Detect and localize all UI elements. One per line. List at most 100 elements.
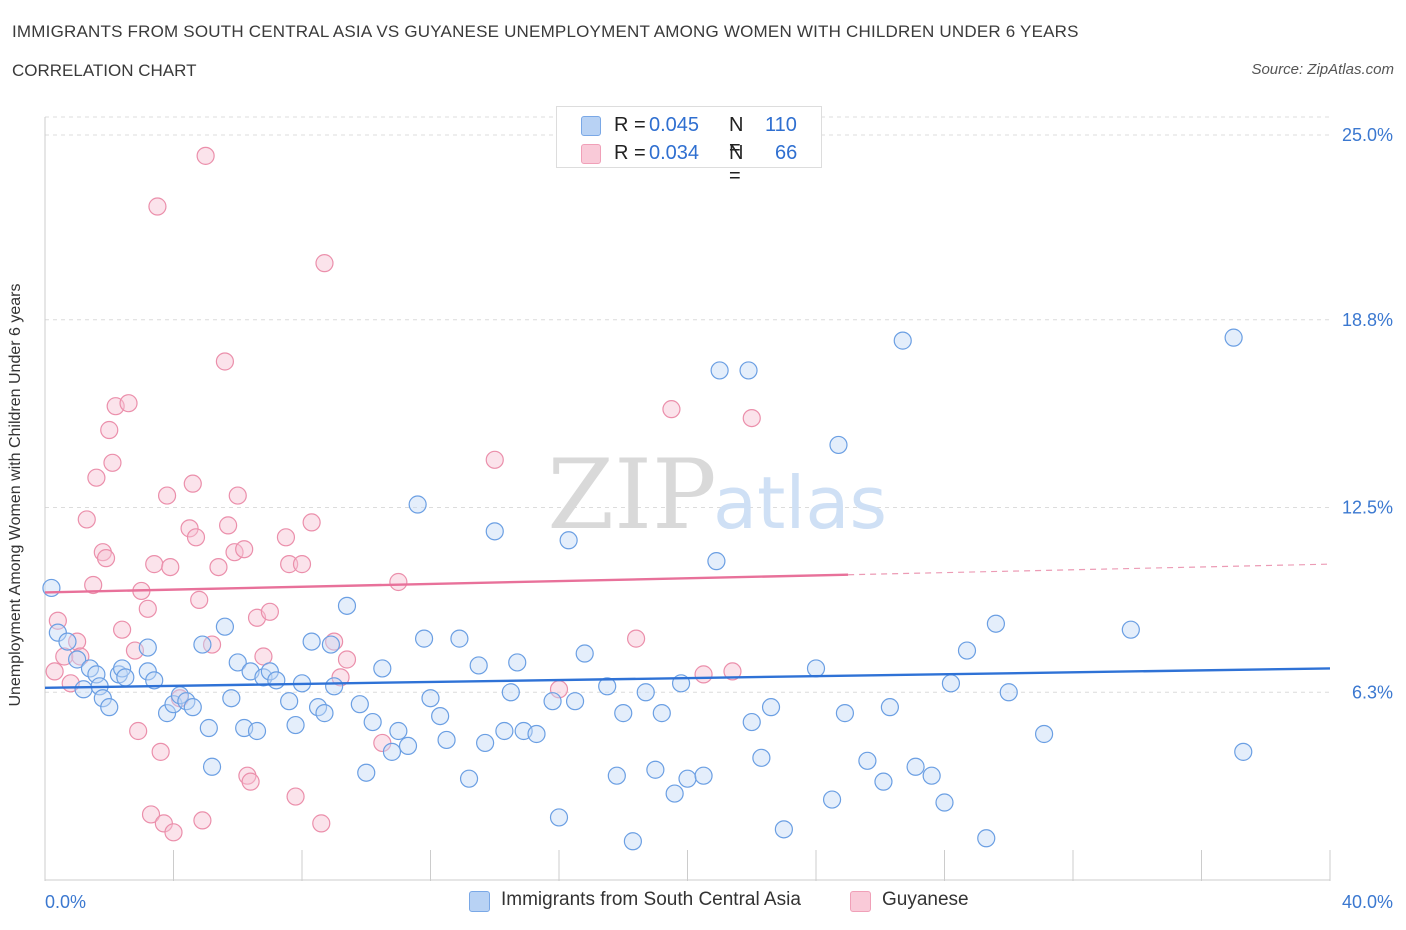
data-point bbox=[662, 400, 681, 419]
y-tick-label: 25.0% bbox=[1342, 125, 1393, 145]
data-point bbox=[450, 629, 469, 648]
data-point bbox=[543, 692, 562, 711]
data-point bbox=[1224, 328, 1243, 347]
data-point bbox=[325, 632, 344, 651]
trend-lines bbox=[44, 563, 1331, 689]
data-point bbox=[469, 656, 488, 675]
data-point bbox=[437, 730, 456, 750]
data-point bbox=[941, 674, 961, 693]
data-point bbox=[363, 712, 382, 732]
data-point bbox=[806, 659, 826, 678]
data-point bbox=[103, 453, 122, 472]
y-tick-label: 18.8% bbox=[1342, 310, 1393, 330]
legend-r-label: R = bbox=[614, 142, 646, 164]
data-point bbox=[739, 361, 758, 380]
legend-swatch-blue bbox=[581, 116, 601, 136]
data-point bbox=[373, 659, 392, 678]
legend-swatch-pink bbox=[850, 891, 871, 912]
y-tick-label: 12.5% bbox=[1342, 498, 1393, 518]
data-point bbox=[337, 650, 357, 669]
data-point bbox=[527, 724, 546, 744]
data-point bbox=[112, 620, 132, 639]
data-point bbox=[761, 698, 781, 717]
data-point bbox=[337, 596, 357, 615]
data-point bbox=[694, 665, 713, 684]
data-point bbox=[280, 692, 299, 711]
data-point bbox=[906, 757, 925, 776]
data-point bbox=[1121, 620, 1140, 639]
data-point bbox=[196, 146, 215, 165]
data-point bbox=[145, 555, 164, 574]
data-point bbox=[389, 572, 408, 592]
data-point bbox=[646, 760, 665, 779]
data-point bbox=[68, 650, 87, 669]
data-point bbox=[485, 522, 504, 541]
data-point bbox=[421, 689, 440, 708]
data-point bbox=[228, 653, 247, 672]
chart-subtitle: CORRELATION CHART bbox=[12, 61, 197, 80]
data-point bbox=[96, 549, 116, 568]
data-point bbox=[241, 772, 260, 791]
data-point bbox=[774, 820, 793, 839]
data-point bbox=[598, 677, 617, 696]
data-point bbox=[935, 793, 954, 812]
data-point bbox=[145, 671, 164, 690]
data-point bbox=[151, 742, 170, 761]
data-point bbox=[100, 698, 119, 717]
data-point bbox=[180, 519, 199, 538]
data-point bbox=[678, 769, 697, 788]
legend-label: Guyanese bbox=[882, 889, 969, 910]
data-point bbox=[880, 698, 899, 717]
data-point bbox=[71, 647, 90, 666]
data-point bbox=[215, 617, 234, 636]
data-point bbox=[707, 552, 726, 571]
data-point bbox=[228, 486, 247, 505]
data-point bbox=[999, 683, 1018, 702]
legend-n-label: N = bbox=[729, 142, 744, 187]
data-point bbox=[331, 668, 350, 687]
legend-n-value: 110 bbox=[765, 114, 797, 136]
data-point bbox=[508, 653, 527, 672]
data-point bbox=[476, 733, 495, 753]
data-point bbox=[389, 721, 408, 741]
data-point bbox=[742, 409, 761, 428]
data-point bbox=[45, 662, 64, 681]
data-point bbox=[559, 531, 578, 550]
y-axis-label: Unemployment Among Women with Children U… bbox=[7, 283, 24, 707]
data-point bbox=[665, 784, 684, 803]
tick-labels: 6.3% 12.5% 18.8% 25.0% 0.0% 40.0% bbox=[45, 125, 1393, 912]
data-point bbox=[116, 668, 135, 687]
y-tick-label: 6.3% bbox=[1352, 682, 1393, 702]
data-point bbox=[292, 555, 312, 574]
data-point bbox=[957, 641, 977, 660]
data-point bbox=[623, 832, 642, 851]
data-point bbox=[183, 698, 202, 717]
data-point bbox=[148, 197, 167, 216]
data-point bbox=[408, 495, 427, 514]
data-point bbox=[77, 510, 96, 529]
data-point bbox=[260, 662, 279, 681]
data-point bbox=[141, 805, 161, 824]
legend-n-label: N = bbox=[729, 114, 744, 159]
data-point bbox=[84, 575, 103, 595]
data-point bbox=[138, 599, 157, 618]
data-point bbox=[302, 632, 321, 651]
data-point bbox=[414, 629, 434, 648]
data-point bbox=[822, 790, 842, 809]
data-point bbox=[382, 742, 402, 761]
data-point bbox=[723, 662, 742, 681]
data-point bbox=[74, 680, 93, 699]
x-tick-label: 0.0% bbox=[45, 892, 86, 912]
data-point bbox=[235, 540, 254, 559]
watermark-atlas: atlas bbox=[713, 461, 887, 545]
data-point bbox=[398, 736, 418, 756]
data-point bbox=[286, 787, 305, 806]
series-south-central-asia bbox=[42, 328, 1253, 851]
data-point bbox=[138, 638, 157, 657]
chart-title: IMMIGRANTS FROM SOUTH CENTRAL ASIA VS GU… bbox=[12, 22, 1079, 41]
data-point bbox=[977, 829, 996, 848]
watermark-zip: ZIP bbox=[547, 439, 716, 551]
data-point bbox=[209, 557, 228, 577]
data-point bbox=[549, 808, 569, 827]
